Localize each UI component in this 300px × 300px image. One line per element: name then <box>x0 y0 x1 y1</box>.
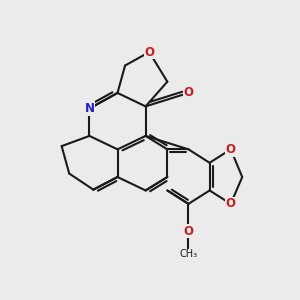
Text: O: O <box>226 143 236 156</box>
Text: O: O <box>184 225 194 238</box>
Text: O: O <box>184 86 194 99</box>
Text: N: N <box>84 102 94 115</box>
Text: CH₃: CH₃ <box>179 249 197 259</box>
Text: O: O <box>226 197 236 210</box>
Text: O: O <box>144 46 154 59</box>
